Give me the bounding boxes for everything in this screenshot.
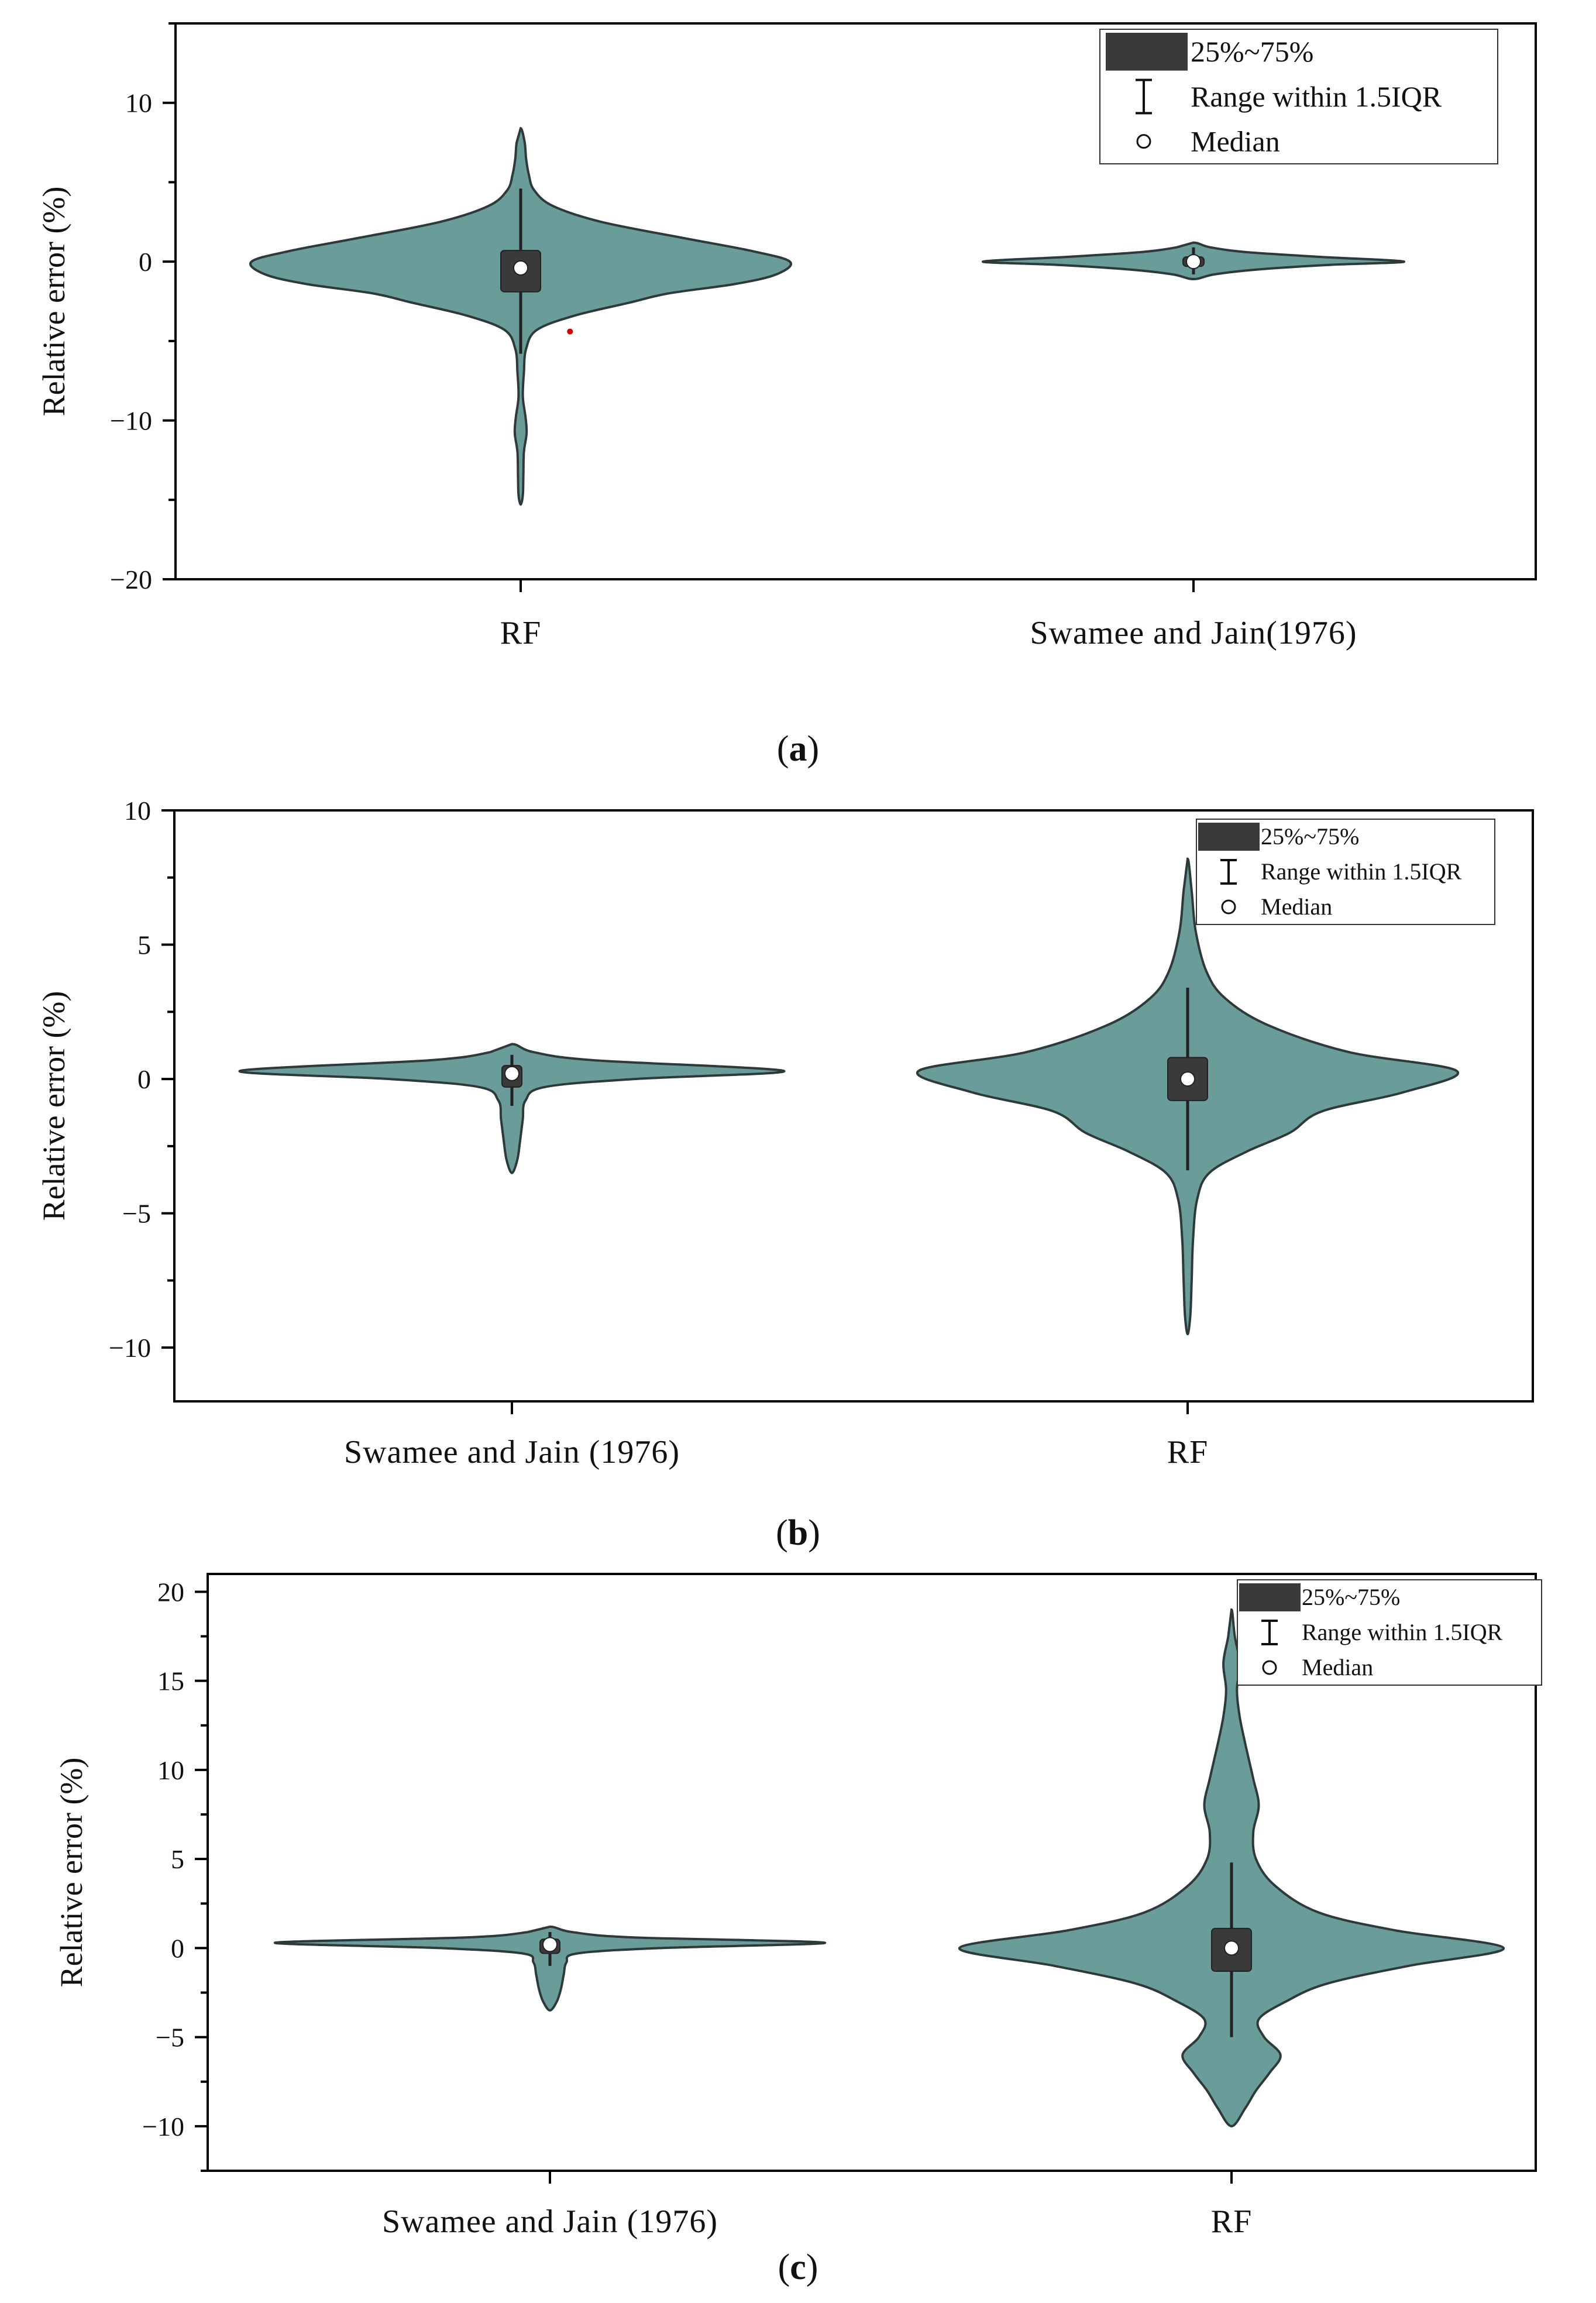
median-marker [542,1937,558,1953]
legend-whisker-label: Range within 1.5IQR [1261,858,1462,885]
y-tick-label: 0 [137,1064,151,1094]
legend-box-swatch [1106,33,1188,71]
panel-b: −10 −5 0 5 10 Relative error (%) Swamee and Ja… [36,796,1534,1470]
legend-whisker-label: Range within 1.5IQR [1302,1619,1503,1645]
panel-label-close: ) [807,729,820,769]
median-marker [504,1065,520,1081]
panel-c: −10 −5 0 5 10 15 20 Relative error (%) Swamee an… [54,1573,1542,2240]
legend-box-swatch [1239,1583,1301,1611]
violin-swamee-and-jain-1976- [238,1043,786,1174]
plot-frame [173,809,1534,1403]
y-tick-label: −5 [156,2023,184,2053]
median-marker [513,260,528,276]
legend-median-symbol [1136,134,1151,149]
y-tick-label: 0 [139,247,152,277]
y-tick-label: 5 [171,1844,184,1874]
legend: 25%~75% Range within 1.5IQR Median [1196,819,1495,925]
x-category-label: Swamee and Jain (1976) [382,2204,718,2240]
violin-body [273,1925,827,2012]
legend-box-label: 25%~75% [1261,823,1359,850]
y-axis-label: Relative error (%) [54,1758,89,1988]
y-tick-label: −10 [110,406,152,436]
plot-frame [207,1573,1537,2172]
panel-label-open: ( [777,729,789,769]
panel-label-letter: b [788,1513,808,1553]
legend-box-label: 25%~75% [1302,1584,1400,1610]
legend-box-label: 25%~75% [1191,35,1313,68]
panel-label: (c) [778,2247,818,2287]
violin-swamee-and-jain-1976- [273,1925,827,2012]
panel-label-open: ( [776,1513,788,1553]
y-tick-label: −10 [109,1333,151,1363]
median-marker [1180,1071,1195,1087]
legend: 25%~75% Range within 1.5IQR Median [1237,1579,1542,1686]
plot-frame [174,22,1537,580]
violin-swamee-and-jain-1976- [981,241,1406,281]
panel-label-close: ) [806,2247,818,2287]
y-tick-label: 0 [171,1933,184,1963]
legend-median-symbol [1262,1660,1277,1675]
violin-body [238,1043,786,1174]
outlier-point [567,328,573,335]
y-axis-label: Relative error (%) [36,991,71,1221]
x-category-label: RF [1211,2204,1253,2240]
legend-whisker-label: Range within 1.5IQR [1191,80,1442,113]
median-marker [1186,254,1201,270]
x-category-label: RF [1167,1434,1209,1470]
median-marker [1224,1940,1239,1956]
legend: 25%~75% Range within 1.5IQR Median [1099,29,1498,164]
panel-label-letter: a [789,729,807,769]
y-tick-label: −5 [122,1199,151,1229]
violin-rf [958,1608,1505,2127]
legend-median-label: Median [1261,893,1332,920]
legend-median-symbol [1221,899,1236,915]
y-tick-label: 10 [124,796,151,826]
y-tick-label: −20 [110,565,152,594]
y-tick-label: 20 [157,1577,184,1607]
legend-box-swatch [1198,823,1260,851]
y-tick-label: 5 [137,930,151,960]
x-category-label: Swamee and Jain(1976) [1030,615,1357,651]
violin-rf [916,857,1460,1336]
violin-rf [249,127,792,506]
panel-label: (b) [776,1513,820,1553]
panel-label-open: ( [778,2247,790,2287]
y-tick-label: 10 [157,1755,184,1785]
y-axis-label: Relative error (%) [36,187,71,417]
y-tick-label: −10 [142,2112,184,2142]
panel-label: (a) [777,729,819,769]
panel-label-letter: c [790,2247,806,2287]
x-category-label: RF [500,615,542,651]
panel-a: −20 −10 0 10 Relative error (%) RF Swamee and … [36,22,1537,651]
y-tick-label: 15 [157,1666,184,1696]
x-category-label: Swamee and Jain (1976) [344,1434,680,1470]
legend-median-label: Median [1302,1654,1373,1680]
legend-median-label: Median [1191,125,1280,158]
y-tick-label: 10 [125,88,152,118]
panel-label-close: ) [808,1513,820,1553]
